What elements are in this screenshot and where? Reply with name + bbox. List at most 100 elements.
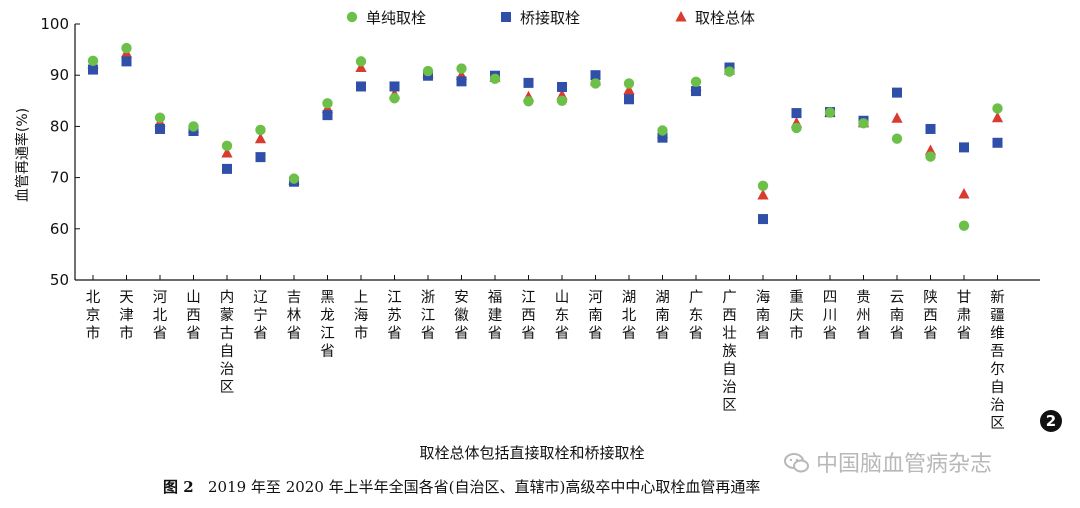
data-point-triangle <box>757 189 769 200</box>
data-point-circle <box>925 151 936 162</box>
data-point-circle <box>389 93 400 104</box>
data-point-circle <box>958 220 970 231</box>
watermark-text: 中国脑血管病杂志 <box>816 452 993 477</box>
x-tick-label: 黑龙江省 <box>320 290 335 360</box>
chart: 单纯取栓 桥接取栓 取栓总体 50 60 70 80 90 100 北京市 天津市 河北省 山西省 内蒙… <box>14 9 1040 462</box>
data-point-square <box>389 81 400 92</box>
data-point-circle <box>690 76 702 88</box>
data-point-circle <box>657 125 668 136</box>
legend-marker-circle <box>346 11 358 23</box>
wechat-icon <box>784 453 809 473</box>
x-tick-label: 四川省 <box>823 290 838 342</box>
data-point-circle <box>221 140 233 152</box>
legend-label: 取栓总体 <box>695 9 755 27</box>
data-point-square <box>255 152 266 163</box>
data-point-circle <box>623 78 635 89</box>
data-point-square <box>155 123 165 134</box>
data-point-triangle <box>958 187 970 199</box>
data-point-circle <box>121 42 132 54</box>
watermark: 中国脑血管病杂志 <box>784 446 992 478</box>
x-tick-label: 吉林省 <box>287 289 302 342</box>
x-tick-label: 上海市 <box>354 289 369 342</box>
data-point-square <box>557 81 567 92</box>
x-tick-label: 浙江省 <box>421 289 436 342</box>
data-point-circle <box>556 95 568 107</box>
data-point-circle <box>456 63 467 74</box>
data-point-circle <box>590 78 601 89</box>
x-tick-label: 海南省 <box>756 289 771 342</box>
x-tick-label: 甘肃省 <box>957 289 972 342</box>
data-point-circle <box>992 103 1003 114</box>
data-point-square <box>791 108 802 119</box>
x-tick-label: 贵州省 <box>856 289 871 342</box>
data-point-square <box>523 77 534 88</box>
data-point-circle <box>791 122 802 134</box>
chart-marks <box>87 42 1004 231</box>
x-tick-label: 安徽省 <box>454 289 469 342</box>
legend-label: 桥接取栓 <box>520 9 580 27</box>
data-point-circle <box>87 55 99 67</box>
data-point-square <box>657 132 668 143</box>
data-point-square <box>624 94 634 105</box>
data-point-square <box>356 81 366 92</box>
x-tick-label: 福建省 <box>488 289 503 342</box>
figure-caption-text: 2019 年至 2020 年上半年全国各省(自治区、直辖市)高级卒中中心取栓血管… <box>207 478 761 496</box>
data-point-circle <box>288 173 300 184</box>
data-point-circle <box>355 56 367 67</box>
chart-axes: 50 60 70 80 90 100 北京市 天津市 河北省 山西省 内蒙古自治区 辽宁省 吉林省 黑龙江… <box>40 15 1040 432</box>
legend-marker-square <box>501 12 511 22</box>
x-tick-label: 云南省 <box>890 290 905 342</box>
data-point-circle <box>154 112 166 123</box>
legend-label: 单纯取栓 <box>366 9 426 27</box>
data-point-square <box>222 163 232 174</box>
y-axis-label: 血管再通率(%) <box>14 108 31 202</box>
data-point-circle <box>891 133 903 144</box>
data-point-square <box>88 64 98 75</box>
data-point-triangle <box>254 132 267 144</box>
data-point-square <box>892 87 902 98</box>
x-tick-label: 湖南省 <box>655 289 670 342</box>
x-tick-label: 重庆市 <box>789 289 804 342</box>
y-tick-label: 100 <box>40 15 69 33</box>
x-tick-label: 广西壮族自治区 <box>722 289 737 414</box>
x-tick-label: 河北省 <box>153 289 168 342</box>
data-point-circle <box>858 118 869 129</box>
data-point-triangle <box>991 111 1004 123</box>
data-point-square <box>456 76 467 87</box>
x-tick-label: 辽宁省 <box>253 289 268 342</box>
figure-number-badge: 2 <box>1040 410 1062 432</box>
data-point-circle <box>322 98 333 109</box>
y-tick-label: 80 <box>50 117 69 135</box>
x-tick-label: 山东省 <box>555 289 570 342</box>
data-point-triangle <box>355 61 367 73</box>
data-point-square <box>590 70 601 81</box>
x-tick-label: 天津市 <box>119 290 134 342</box>
x-tick-label: 河南省 <box>588 289 603 342</box>
data-point-square <box>691 86 701 97</box>
x-tick-label: 陕西省 <box>923 289 938 342</box>
data-point-circle <box>422 65 434 77</box>
x-tick-label: 山西省 <box>186 289 201 342</box>
figure-caption: 图 2 2019 年至 2020 年上半年全国各省(自治区、直辖市)高级卒中中心… <box>163 476 760 497</box>
x-tick-label: 内蒙古自治区 <box>220 289 235 396</box>
data-point-circle <box>523 96 534 107</box>
y-tick-label: 50 <box>50 271 69 289</box>
y-tick-label: 60 <box>50 220 69 238</box>
data-point-circle <box>489 73 501 84</box>
data-point-circle <box>188 121 199 132</box>
x-tick-label: 广东省 <box>689 289 704 342</box>
data-point-square <box>959 142 969 153</box>
data-point-circle <box>255 124 266 136</box>
data-point-square <box>992 137 1003 148</box>
x-tick-label: 江苏省 <box>387 289 402 342</box>
data-point-square <box>121 56 132 67</box>
data-point-circle <box>757 180 769 191</box>
legend-marker-triangle <box>675 11 687 22</box>
x-tick-label: 北京市 <box>86 289 101 342</box>
figure-label: 图 2 <box>163 478 194 496</box>
y-tick-label: 90 <box>50 66 69 84</box>
x-tick-label: 新疆维吾尔自治区 <box>990 289 1005 432</box>
data-point-square <box>758 214 768 225</box>
chart-legend: 单纯取栓 桥接取栓 取栓总体 <box>346 9 755 27</box>
data-point-triangle <box>891 112 903 123</box>
